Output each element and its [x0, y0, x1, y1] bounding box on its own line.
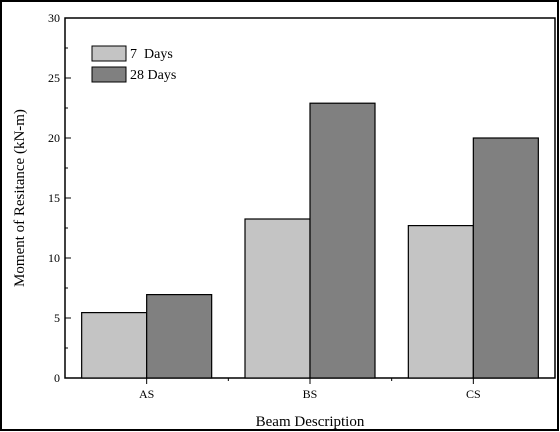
legend-swatch — [91, 45, 127, 62]
bar-7-days-cs — [407, 225, 474, 379]
y-tick-label: 25 — [48, 71, 60, 85]
x-tick-label: AS — [139, 387, 154, 401]
legend-label: 28 Days — [130, 68, 176, 83]
x-tick-label: BS — [303, 387, 318, 401]
x-tick-label: CS — [466, 387, 481, 401]
bar-28-days-as — [146, 294, 213, 379]
bars-group — [81, 102, 539, 379]
y-tick-label: 10 — [48, 251, 60, 265]
y-tick-label: 0 — [54, 371, 60, 385]
bar-28-days-bs — [309, 102, 376, 379]
legend-swatch — [91, 66, 127, 83]
x-axis: AS BS CS — [139, 378, 481, 401]
y-tick-label: 15 — [48, 191, 60, 205]
y-axis: 0 5 10 15 20 25 30 — [48, 11, 71, 385]
y-tick-label: 30 — [48, 11, 60, 25]
bar-7-days-bs — [244, 218, 311, 379]
legend-label: 7 Days — [130, 47, 173, 62]
y-axis-title: Moment of Resitance (kN-m) — [12, 109, 28, 287]
y-tick-label: 5 — [54, 311, 60, 325]
bar-28-days-cs — [472, 137, 539, 379]
x-axis-title: Beam Description — [256, 414, 365, 430]
bar-7-days-as — [81, 312, 148, 379]
y-tick-label: 20 — [48, 131, 60, 145]
legend: 7 Days 28 Days — [91, 45, 176, 83]
